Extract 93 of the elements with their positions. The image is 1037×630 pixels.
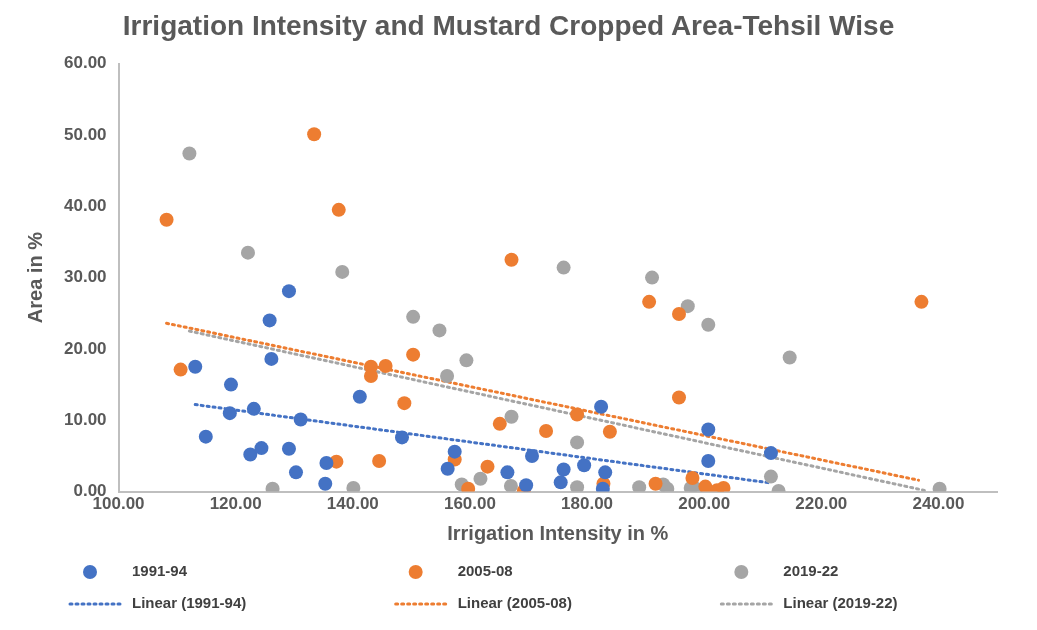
x-tick-label: 220.00: [795, 494, 848, 514]
point: [335, 264, 350, 279]
point: [556, 260, 571, 275]
point: [264, 351, 279, 366]
point: [331, 202, 346, 217]
point: [701, 422, 716, 437]
point: [262, 313, 277, 328]
x-tick-label: 140.00: [326, 494, 379, 514]
point: [406, 309, 421, 324]
point: [182, 146, 197, 161]
point: [307, 127, 322, 142]
point: [763, 469, 778, 484]
point: [318, 476, 333, 491]
y-tick-label: 10.00: [63, 409, 107, 429]
point: [222, 406, 237, 421]
x-axis-title: Irrigation Intensity in %: [447, 521, 669, 544]
point: [782, 350, 797, 365]
y-tick-label: 40.00: [63, 195, 107, 215]
point: [397, 396, 412, 411]
point: [440, 461, 455, 476]
x-tick-label: 200.00: [678, 494, 731, 514]
legend-label: 1991-94: [132, 562, 188, 580]
point: [243, 447, 258, 462]
point: [525, 448, 539, 463]
legend-label: Linear (1991-94): [132, 594, 247, 612]
point: [570, 480, 585, 492]
point: [173, 362, 188, 377]
point: [473, 471, 488, 486]
point: [500, 465, 515, 480]
point: [246, 401, 261, 416]
point: [432, 323, 447, 338]
point: [406, 347, 421, 362]
point: [698, 479, 713, 492]
point: [556, 462, 571, 477]
point: [293, 412, 308, 427]
legend-label: 2019-22: [783, 562, 839, 580]
point: [642, 294, 657, 309]
point: [914, 294, 929, 309]
point: [701, 453, 716, 468]
point: [504, 252, 519, 267]
point: [281, 284, 296, 299]
y-axis-title: Area in %: [23, 231, 46, 324]
point: [602, 424, 617, 439]
chart-title: Irrigation Intensity and Mustard Cropped Area-Tehsil Wise: [122, 9, 895, 41]
legend-label: Linear (2005-08): [457, 594, 572, 612]
point: [198, 429, 213, 444]
point: [363, 369, 378, 384]
point: [685, 471, 700, 486]
point: [254, 441, 269, 456]
x-tick-label: 240.00: [912, 494, 965, 514]
point: [701, 317, 716, 332]
point: [281, 441, 296, 456]
point: [372, 453, 387, 468]
point: [598, 465, 613, 480]
x-tick-label: 120.00: [209, 494, 262, 514]
point: [570, 407, 585, 422]
point: [763, 446, 778, 461]
y-tick-label: 20.00: [63, 338, 107, 358]
legend-label: 2005-08: [457, 562, 513, 580]
y-tick-label: 30.00: [63, 267, 107, 287]
x-tick-label: 180.00: [561, 494, 614, 514]
point: [672, 390, 686, 405]
point: [459, 353, 474, 368]
legend-label: Linear (2019-22): [783, 594, 898, 612]
point: [394, 430, 409, 445]
point: [240, 245, 255, 260]
point: [539, 423, 554, 438]
point: [288, 465, 303, 480]
point: [503, 478, 518, 492]
point: [223, 377, 238, 392]
point: [519, 478, 534, 492]
point: [570, 435, 585, 450]
point: [447, 444, 462, 459]
point: [645, 270, 660, 285]
point: [553, 475, 568, 490]
point: [440, 369, 455, 384]
point: [680, 299, 695, 314]
y-tick-label: 60.00: [63, 53, 107, 73]
point: [480, 459, 495, 474]
x-tick-label: 160.00: [443, 494, 496, 514]
point: [159, 212, 174, 227]
point: [319, 456, 334, 471]
point: [632, 480, 647, 492]
point: [648, 476, 663, 491]
y-tick-label: 50.00: [63, 124, 107, 144]
point: [188, 359, 203, 374]
point: [504, 409, 519, 424]
point: [577, 458, 592, 473]
point: [492, 416, 507, 431]
point: [594, 399, 609, 414]
point: [352, 389, 367, 404]
point: [672, 306, 686, 321]
point: [378, 359, 393, 374]
